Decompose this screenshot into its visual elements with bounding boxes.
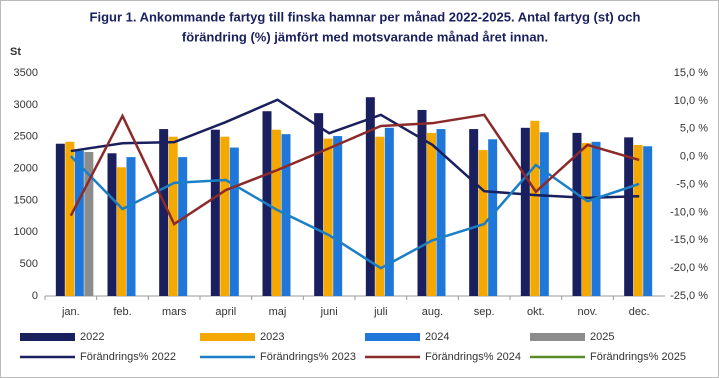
- y2-tick-label: 5,0 %: [680, 123, 708, 135]
- bar: [384, 127, 394, 297]
- bar: [333, 136, 343, 296]
- legend-swatch: [200, 333, 255, 341]
- y2-tick-label: -15,0 %: [670, 234, 708, 246]
- y2-tick-label: -25,0 %: [670, 290, 708, 302]
- bar: [314, 113, 324, 296]
- legend-label: 2024: [425, 331, 449, 343]
- x-tick-label: april: [215, 306, 236, 318]
- x-tick-label: nov.: [578, 306, 598, 318]
- line: [69, 113, 640, 226]
- bar: [530, 120, 540, 297]
- y2-tick-label: -20,0 %: [670, 262, 708, 274]
- y-tick-label: 3000: [14, 99, 38, 111]
- bar: [488, 139, 498, 296]
- legend-swatch: [365, 333, 420, 341]
- legend-label: 2023: [260, 331, 284, 343]
- y2-tick-label: 15,0 %: [674, 67, 708, 79]
- y-tick-label: 1000: [14, 226, 38, 238]
- bar: [469, 129, 479, 296]
- bar: [126, 157, 136, 296]
- bar: [65, 141, 75, 296]
- x-tick-label: aug.: [422, 306, 443, 318]
- bar: [539, 132, 549, 296]
- legend-label: Förändrings% 2023: [260, 351, 356, 363]
- bar: [272, 129, 281, 296]
- legend-label: 2025: [590, 331, 614, 343]
- x-tick-label: sep.: [474, 306, 495, 318]
- bar: [178, 157, 188, 296]
- y-tick-label: 2500: [14, 131, 38, 143]
- x-tick-label: dec.: [629, 306, 650, 318]
- bar: [643, 146, 653, 296]
- bar: [210, 129, 220, 296]
- x-tick-label: feb.: [113, 306, 131, 318]
- bar: [436, 129, 446, 296]
- bar: [220, 136, 230, 296]
- bar: [624, 137, 634, 296]
- y-tick-label: 2000: [14, 162, 38, 174]
- x-tick-label: okt.: [527, 306, 545, 318]
- x-tick-label: mars: [162, 306, 187, 318]
- chart-subtitle: förändring (%) jämfört med motsvarande m…: [182, 29, 548, 44]
- bar: [229, 147, 239, 296]
- bar: [117, 167, 126, 296]
- bar: [159, 129, 169, 296]
- legend-label: Förändrings% 2022: [80, 351, 176, 363]
- bar: [55, 143, 65, 296]
- x-tick-label: jan.: [61, 306, 80, 318]
- bar: [478, 150, 488, 296]
- bar: [107, 153, 117, 296]
- y2-tick-label: 0,0 %: [680, 151, 708, 163]
- y-tick-label: 1500: [14, 194, 38, 206]
- bar: [591, 141, 601, 296]
- line: [69, 155, 640, 270]
- bar: [427, 132, 436, 296]
- y2-tick-label: 10,0 %: [674, 95, 708, 107]
- legend-swatch: [20, 333, 75, 341]
- legend-swatch: [530, 333, 585, 341]
- chart-title: Figur 1. Ankommande fartyg till finska h…: [90, 9, 641, 24]
- bar: [365, 97, 375, 296]
- x-tick-label: juni: [320, 306, 338, 318]
- bar: [417, 109, 427, 296]
- y-tick-label: 0: [32, 290, 38, 302]
- bar: [520, 127, 530, 297]
- bar: [633, 144, 643, 296]
- bar: [323, 138, 333, 296]
- y2-tick-label: -5,0 %: [676, 178, 708, 190]
- bar: [84, 152, 94, 296]
- line: [70, 98, 640, 200]
- y-tick-label: 3500: [14, 67, 38, 79]
- x-tick-label: juli: [373, 306, 387, 318]
- bar: [168, 136, 178, 296]
- legend-label: Förändrings% 2025: [590, 351, 686, 363]
- bar: [572, 132, 582, 296]
- y-tick-label: 500: [20, 258, 38, 270]
- x-tick-label: maj: [269, 306, 287, 318]
- legend-label: Förändrings% 2024: [425, 351, 521, 363]
- legend-label: 2022: [80, 331, 104, 343]
- bar: [375, 136, 385, 296]
- bar: [582, 143, 591, 296]
- y2-tick-label: -10,0 %: [670, 206, 708, 218]
- bar: [74, 150, 84, 296]
- y-axis-label: St: [10, 46, 21, 58]
